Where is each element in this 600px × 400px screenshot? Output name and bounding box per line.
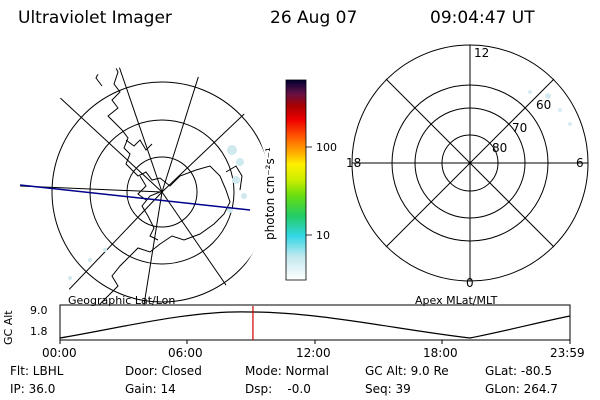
altitude-plot [59, 304, 571, 344]
colorbar [285, 79, 307, 281]
info-mode: Mode: Normal [245, 364, 329, 378]
xtick-1200: 12:00 [296, 346, 331, 360]
mlt-label-top: 12 [474, 46, 490, 60]
xtick-0000: 00:00 [42, 346, 77, 360]
xtick-1800: 18:00 [423, 346, 458, 360]
mlt-label-right: 6 [576, 156, 584, 170]
altitude-ytick-low: 1.8 [30, 325, 48, 338]
satellite-track [20, 184, 251, 211]
header-time: 09:04:47 UT [430, 8, 535, 28]
colorbar-tick-10: 10 [316, 229, 330, 242]
info-flt: Flt: LBHL [10, 364, 64, 378]
polar-panel-label: Apex MLat/MLT [415, 294, 498, 307]
xtick-2359: 23:59 [550, 346, 585, 360]
geographic-panel-label: Geographic Lat/Lon [68, 294, 176, 307]
info-glat: GLat: -80.5 [485, 364, 552, 378]
colorbar-unit-label: photon cm⁻²s⁻¹ [263, 147, 277, 240]
xtick-0600: 06:00 [168, 346, 203, 360]
info-gain: Gain: 14 [125, 382, 176, 396]
info-gc-alt: GC Alt: 9.0 Re [365, 364, 449, 378]
app-title: Ultraviolet Imager [18, 8, 172, 28]
info-ip: IP: 36.0 [10, 382, 56, 396]
info-glon: GLon: 264.7 [485, 382, 558, 396]
altitude-ylabel: GC Alt [2, 310, 15, 345]
altitude-ytick-high: 9.0 [30, 304, 48, 317]
lat-label-70: 70 [512, 121, 528, 135]
header-date: 26 Aug 07 [270, 8, 358, 28]
polar-plot [351, 44, 589, 282]
lat-label-80: 80 [492, 141, 508, 155]
mlt-label-left: 18 [346, 156, 362, 170]
colorbar-tick-100: 100 [316, 141, 337, 154]
info-dsp: Dsp: -0.0 [245, 382, 311, 396]
info-door: Door: Closed [125, 364, 202, 378]
mlt-label-bottom: 0 [466, 276, 474, 290]
coastline [97, 65, 231, 307]
lat-label-60: 60 [536, 98, 552, 112]
info-seq: Seq: 39 [365, 382, 411, 396]
